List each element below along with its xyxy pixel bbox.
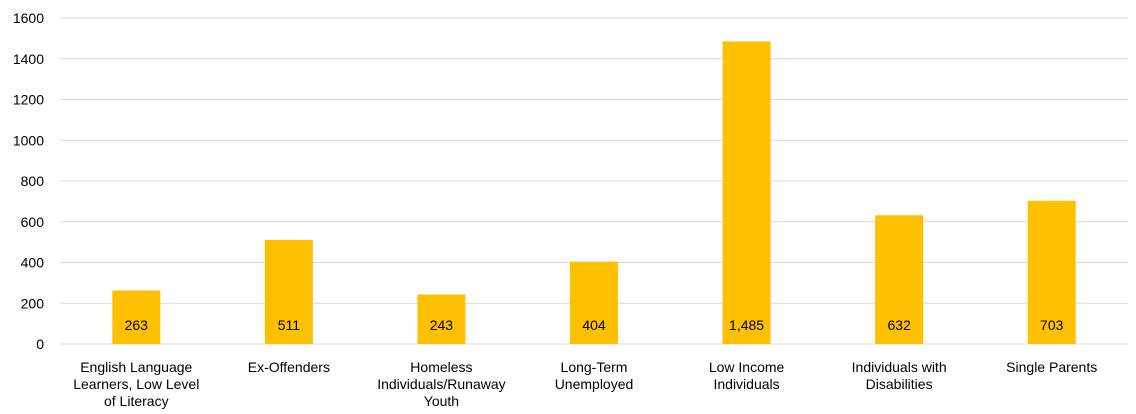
x-category-label: Homeless	[410, 359, 472, 375]
x-category-label: Youth	[424, 393, 459, 409]
bar	[112, 290, 161, 344]
y-tick-label: 0	[36, 336, 44, 352]
y-tick-label: 400	[21, 255, 45, 271]
bar	[1027, 200, 1076, 344]
x-category-label: of Literacy	[104, 393, 169, 409]
y-tick-label: 600	[21, 214, 45, 230]
y-tick-label: 1000	[13, 132, 44, 148]
x-category-label: Individuals	[713, 376, 779, 392]
bar-value-label: 263	[125, 317, 149, 333]
y-tick-label: 800	[21, 173, 45, 189]
x-category-label: Single Parents	[1006, 359, 1097, 375]
y-tick-label: 1400	[13, 51, 44, 67]
gridlines	[60, 17, 1128, 345]
y-tick-label: 1200	[13, 92, 44, 108]
y-axis-tick-labels: 0 200 400 600 800 1000 1200 1400 1600	[13, 10, 44, 352]
y-tick-label: 200	[21, 295, 45, 311]
bar-value-label: 404	[582, 317, 606, 333]
bar	[417, 294, 466, 344]
x-category-label: Individuals/Runaway	[377, 376, 505, 392]
x-category-label: Disabilities	[866, 376, 933, 392]
x-category-label: English Language	[80, 359, 192, 375]
bar-value-labels: 263 511 243 404 1,485 632 703	[125, 317, 1064, 333]
x-category-label: Unemployed	[555, 376, 634, 392]
bar	[722, 41, 771, 345]
x-category-label: Long-Term	[561, 359, 628, 375]
x-category-label: Low Income	[709, 359, 785, 375]
x-category-label: Individuals with	[852, 359, 947, 375]
bar-value-label: 1,485	[729, 317, 764, 333]
y-tick-label: 1600	[13, 10, 44, 26]
bar-value-label: 632	[887, 317, 911, 333]
x-category-label: Ex-Offenders	[248, 359, 330, 375]
bar	[264, 239, 313, 344]
bar-value-label: 511	[278, 317, 301, 333]
bar-value-label: 703	[1040, 317, 1064, 333]
bar-value-label: 243	[430, 317, 454, 333]
bars	[112, 41, 1076, 345]
bar	[570, 261, 618, 344]
x-category-label: Learners, Low Level	[73, 376, 199, 392]
bar	[875, 215, 924, 344]
